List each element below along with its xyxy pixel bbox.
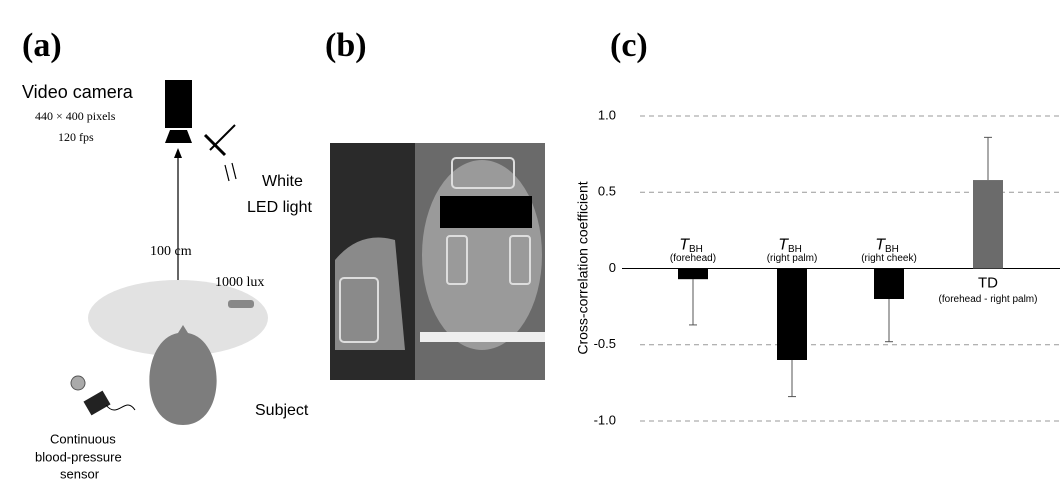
category-note: (right palm) [767, 253, 818, 264]
category-label: T [679, 237, 690, 254]
y-tick-label: -1.0 [594, 412, 616, 427]
photo-hand [335, 237, 405, 350]
lux-meter [228, 300, 254, 308]
category-label: T [778, 237, 789, 254]
sensor-label: Continuous [50, 431, 116, 446]
subject-label: Subject [255, 402, 309, 419]
bar [874, 268, 904, 299]
sensor-label: sensor [60, 466, 100, 479]
category-subscript: BH [885, 244, 899, 255]
y-tick-label: 0 [609, 260, 616, 275]
y-tick-label: 1.0 [598, 107, 616, 122]
light-rays [224, 162, 237, 182]
bar [678, 268, 708, 280]
y-axis-label: Cross-correlation coefficient [575, 181, 591, 354]
led [203, 133, 227, 157]
y-tick-label: -0.5 [594, 336, 616, 351]
sensor-box [83, 390, 111, 416]
sensor-cable [105, 404, 136, 411]
photo-stand [420, 332, 545, 342]
bar [973, 180, 1003, 269]
category-subscript: BH [689, 244, 703, 255]
category-subscript: BH [788, 244, 802, 255]
panel-label: (b) [325, 27, 367, 64]
resolution: 440 × 400 pixels [35, 109, 116, 123]
category-note: (forehead - right palm) [939, 294, 1038, 305]
distance-label: 100 cm [150, 244, 192, 259]
bar [777, 268, 807, 360]
roi [339, 277, 379, 343]
category-label: TD [978, 274, 998, 291]
led [209, 124, 236, 151]
category-note: (right cheek) [861, 253, 917, 264]
y-tick-label: 0.5 [598, 184, 616, 199]
sensor-cuff [70, 375, 86, 391]
camera-label: Video camera [22, 82, 134, 102]
roi [509, 235, 531, 285]
category-label: T [875, 237, 886, 254]
camera-lens [165, 130, 192, 143]
fps: 120 fps [58, 130, 94, 144]
roi [446, 235, 468, 285]
lux-label: 1000 lux [215, 275, 264, 290]
roi [451, 157, 515, 189]
panel-label: (c) [610, 27, 648, 64]
light-area [88, 280, 268, 356]
panel-label: (a) [22, 27, 62, 64]
subject [149, 325, 217, 425]
sensor-label: blood-pressure [35, 449, 122, 464]
camera-body [165, 80, 192, 128]
eye-mask [440, 196, 532, 228]
category-note: (forehead) [670, 253, 716, 264]
light-label: White [262, 173, 303, 190]
light-label: LED light [247, 199, 312, 216]
